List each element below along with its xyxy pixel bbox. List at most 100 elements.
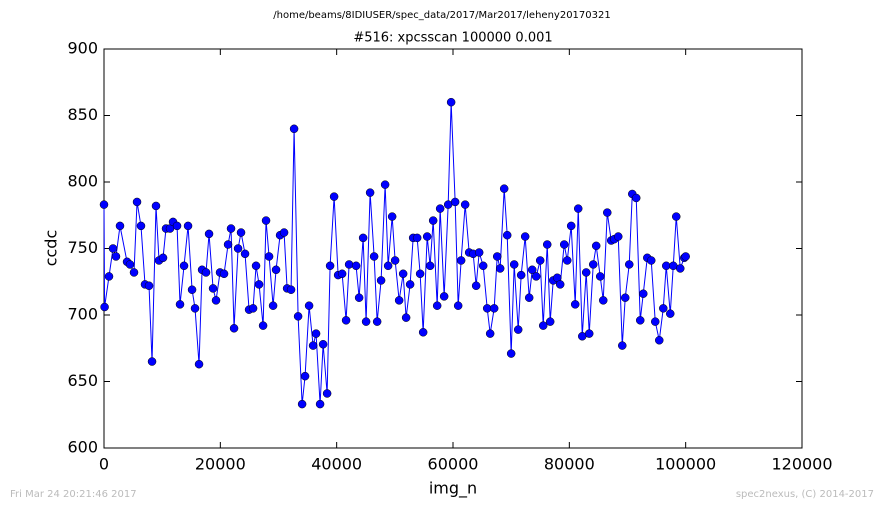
- data-point: [559, 240, 569, 249]
- data-point: [297, 399, 307, 409]
- data-point: [254, 280, 264, 289]
- data-point: [478, 261, 488, 271]
- data-point: [439, 292, 449, 301]
- data-point: [588, 260, 598, 269]
- data-point: [555, 280, 565, 289]
- data-point: [268, 301, 278, 310]
- data-point: [354, 293, 364, 302]
- data-point: [412, 233, 422, 243]
- data-point: [190, 304, 200, 313]
- x-tick-label: 100000: [655, 455, 716, 474]
- data-point: [415, 269, 425, 279]
- data-point: [248, 304, 258, 313]
- y-axis-label: ccdc: [42, 230, 61, 267]
- data-point: [289, 124, 299, 134]
- y-tick-label: 900: [67, 39, 98, 58]
- data-point: [453, 301, 463, 310]
- data-point: [659, 304, 668, 313]
- footer-left: Fri Mar 24 20:21:46 2017: [10, 489, 137, 500]
- data-point: [293, 312, 303, 321]
- data-point: [204, 229, 214, 239]
- data-point: [474, 248, 484, 257]
- data-point: [635, 316, 645, 325]
- data-point: [158, 253, 168, 263]
- data-point: [666, 309, 675, 318]
- data-point: [351, 261, 361, 271]
- data-point: [341, 316, 351, 325]
- data-point: [676, 264, 685, 273]
- data-point: [108, 244, 118, 253]
- data-point: [208, 284, 218, 293]
- data-point: [129, 268, 139, 277]
- data-point: [132, 197, 142, 207]
- data-point: [639, 289, 648, 298]
- data-point: [179, 261, 189, 271]
- data-point: [542, 240, 552, 249]
- data-point: [489, 304, 499, 313]
- data-point: [650, 317, 660, 326]
- data-point: [383, 261, 393, 271]
- x-tick-label: 0: [99, 455, 109, 474]
- data-point: [584, 329, 594, 338]
- y-tick-label: 850: [67, 105, 98, 124]
- data-point: [390, 256, 400, 265]
- data-point: [172, 221, 182, 231]
- data-point: [187, 285, 197, 294]
- data-point: [380, 180, 390, 189]
- data-point: [229, 324, 239, 333]
- data-point: [211, 296, 221, 305]
- data-point: [450, 197, 460, 207]
- data-point: [456, 256, 466, 265]
- data-point: [531, 272, 541, 281]
- data-point: [509, 260, 519, 269]
- data-point: [136, 221, 146, 231]
- data-point: [435, 204, 445, 213]
- data-point: [646, 256, 656, 265]
- data-point: [111, 252, 121, 261]
- data-point: [236, 228, 246, 237]
- data-point: [425, 261, 435, 271]
- x-tick-label: 120000: [771, 455, 832, 474]
- data-point: [318, 340, 328, 349]
- data-point: [264, 252, 274, 261]
- data-point: [527, 265, 537, 275]
- data-point: [337, 269, 347, 279]
- data-point: [562, 256, 572, 265]
- data-point: [344, 260, 354, 269]
- data-point: [401, 313, 411, 322]
- data-point: [492, 252, 502, 261]
- data-point: [376, 276, 386, 285]
- data-point: [671, 212, 681, 221]
- data-point: [100, 302, 109, 312]
- data-point: [545, 317, 555, 326]
- data-point: [104, 272, 114, 281]
- data-point: [624, 260, 634, 269]
- data-point: [361, 317, 371, 326]
- data-point: [233, 244, 243, 253]
- data-point: [194, 359, 204, 369]
- x-tick-label: 40000: [311, 455, 362, 474]
- data-point: [329, 192, 339, 201]
- y-tick-label: 600: [67, 438, 98, 457]
- plot-frame: [103, 48, 803, 449]
- data-point: [460, 200, 470, 209]
- data-point: [223, 240, 233, 249]
- y-tick-label: 750: [67, 238, 98, 257]
- data-point: [398, 269, 408, 279]
- data-point: [495, 264, 505, 273]
- data-point: [387, 212, 397, 221]
- data-line: [103, 102, 687, 405]
- data-point: [325, 261, 335, 271]
- data-point: [251, 261, 261, 271]
- data-point: [125, 260, 135, 269]
- x-tick-label: 60000: [428, 455, 479, 474]
- data-point: [201, 268, 211, 277]
- data-point: [618, 341, 627, 350]
- data-point: [358, 233, 368, 243]
- data-point: [513, 325, 523, 334]
- data-point: [520, 232, 530, 241]
- footer-right: spec2nexus, (C) 2014-2017: [736, 489, 874, 500]
- data-point: [322, 389, 332, 398]
- data-point: [279, 228, 289, 237]
